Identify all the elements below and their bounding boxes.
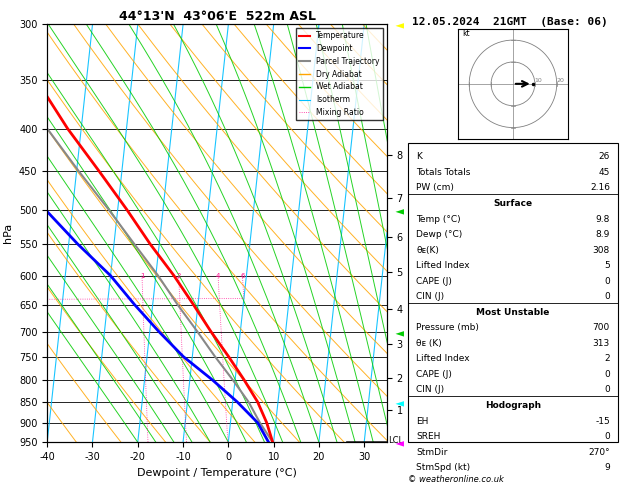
Text: © weatheronline.co.uk: © weatheronline.co.uk — [408, 474, 503, 484]
Text: CIN (J): CIN (J) — [416, 385, 444, 395]
Text: ►: ► — [395, 327, 404, 336]
Text: Hodograph: Hodograph — [485, 401, 541, 410]
Text: 270°: 270° — [588, 448, 610, 457]
Y-axis label: km
ASL: km ASL — [413, 233, 431, 255]
Text: 0: 0 — [604, 385, 610, 395]
Text: 0: 0 — [604, 432, 610, 441]
Text: CIN (J): CIN (J) — [416, 292, 444, 301]
Text: θᴇ (K): θᴇ (K) — [416, 339, 442, 348]
Title: 44°13'N  43°06'E  522m ASL: 44°13'N 43°06'E 522m ASL — [118, 10, 316, 23]
Text: 9.8: 9.8 — [596, 214, 610, 224]
Text: θᴇ(K): θᴇ(K) — [416, 245, 439, 255]
Text: 20: 20 — [557, 78, 565, 83]
Text: Mixing Ratio (g/kg): Mixing Ratio (g/kg) — [426, 187, 436, 279]
Text: -15: -15 — [595, 417, 610, 426]
Y-axis label: hPa: hPa — [3, 223, 13, 243]
Text: kt: kt — [463, 29, 470, 38]
Text: 10: 10 — [535, 78, 543, 83]
Text: 308: 308 — [593, 245, 610, 255]
Text: K: K — [416, 152, 422, 161]
Text: 0: 0 — [604, 292, 610, 301]
Text: 9: 9 — [604, 463, 610, 472]
Text: SREH: SREH — [416, 432, 440, 441]
Text: StmSpd (kt): StmSpd (kt) — [416, 463, 470, 472]
Text: Most Unstable: Most Unstable — [476, 308, 550, 317]
Legend: Temperature, Dewpoint, Parcel Trajectory, Dry Adiabat, Wet Adiabat, Isotherm, Mi: Temperature, Dewpoint, Parcel Trajectory… — [296, 28, 383, 120]
Text: PW (cm): PW (cm) — [416, 183, 454, 192]
Text: 0: 0 — [604, 370, 610, 379]
Text: Surface: Surface — [493, 199, 533, 208]
Text: 2: 2 — [604, 354, 610, 364]
Text: 700: 700 — [593, 323, 610, 332]
Text: Lifted Index: Lifted Index — [416, 261, 470, 270]
X-axis label: Dewpoint / Temperature (°C): Dewpoint / Temperature (°C) — [137, 468, 297, 478]
Text: 2.16: 2.16 — [590, 183, 610, 192]
Text: StmDir: StmDir — [416, 448, 447, 457]
Text: Temp (°C): Temp (°C) — [416, 214, 460, 224]
Text: 2: 2 — [177, 273, 181, 278]
Text: 26: 26 — [599, 152, 610, 161]
Text: ►: ► — [395, 205, 404, 214]
Text: Totals Totals: Totals Totals — [416, 168, 470, 177]
Text: EH: EH — [416, 417, 428, 426]
Text: CAPE (J): CAPE (J) — [416, 370, 452, 379]
Text: 8.9: 8.9 — [596, 230, 610, 239]
Text: 1: 1 — [140, 273, 144, 278]
Text: 5: 5 — [604, 261, 610, 270]
Text: 0: 0 — [604, 277, 610, 286]
Text: CAPE (J): CAPE (J) — [416, 277, 452, 286]
Text: ►: ► — [395, 19, 404, 29]
Text: 313: 313 — [593, 339, 610, 348]
Text: Lifted Index: Lifted Index — [416, 354, 470, 364]
Text: 12.05.2024  21GMT  (Base: 06): 12.05.2024 21GMT (Base: 06) — [412, 17, 608, 27]
Text: 4: 4 — [216, 273, 220, 278]
Text: Pressure (mb): Pressure (mb) — [416, 323, 479, 332]
Text: Dewp (°C): Dewp (°C) — [416, 230, 462, 239]
Text: 6: 6 — [240, 273, 245, 278]
Text: ►: ► — [395, 397, 404, 407]
Text: ►: ► — [395, 437, 404, 447]
Text: LCL: LCL — [388, 436, 403, 445]
Text: 45: 45 — [599, 168, 610, 177]
